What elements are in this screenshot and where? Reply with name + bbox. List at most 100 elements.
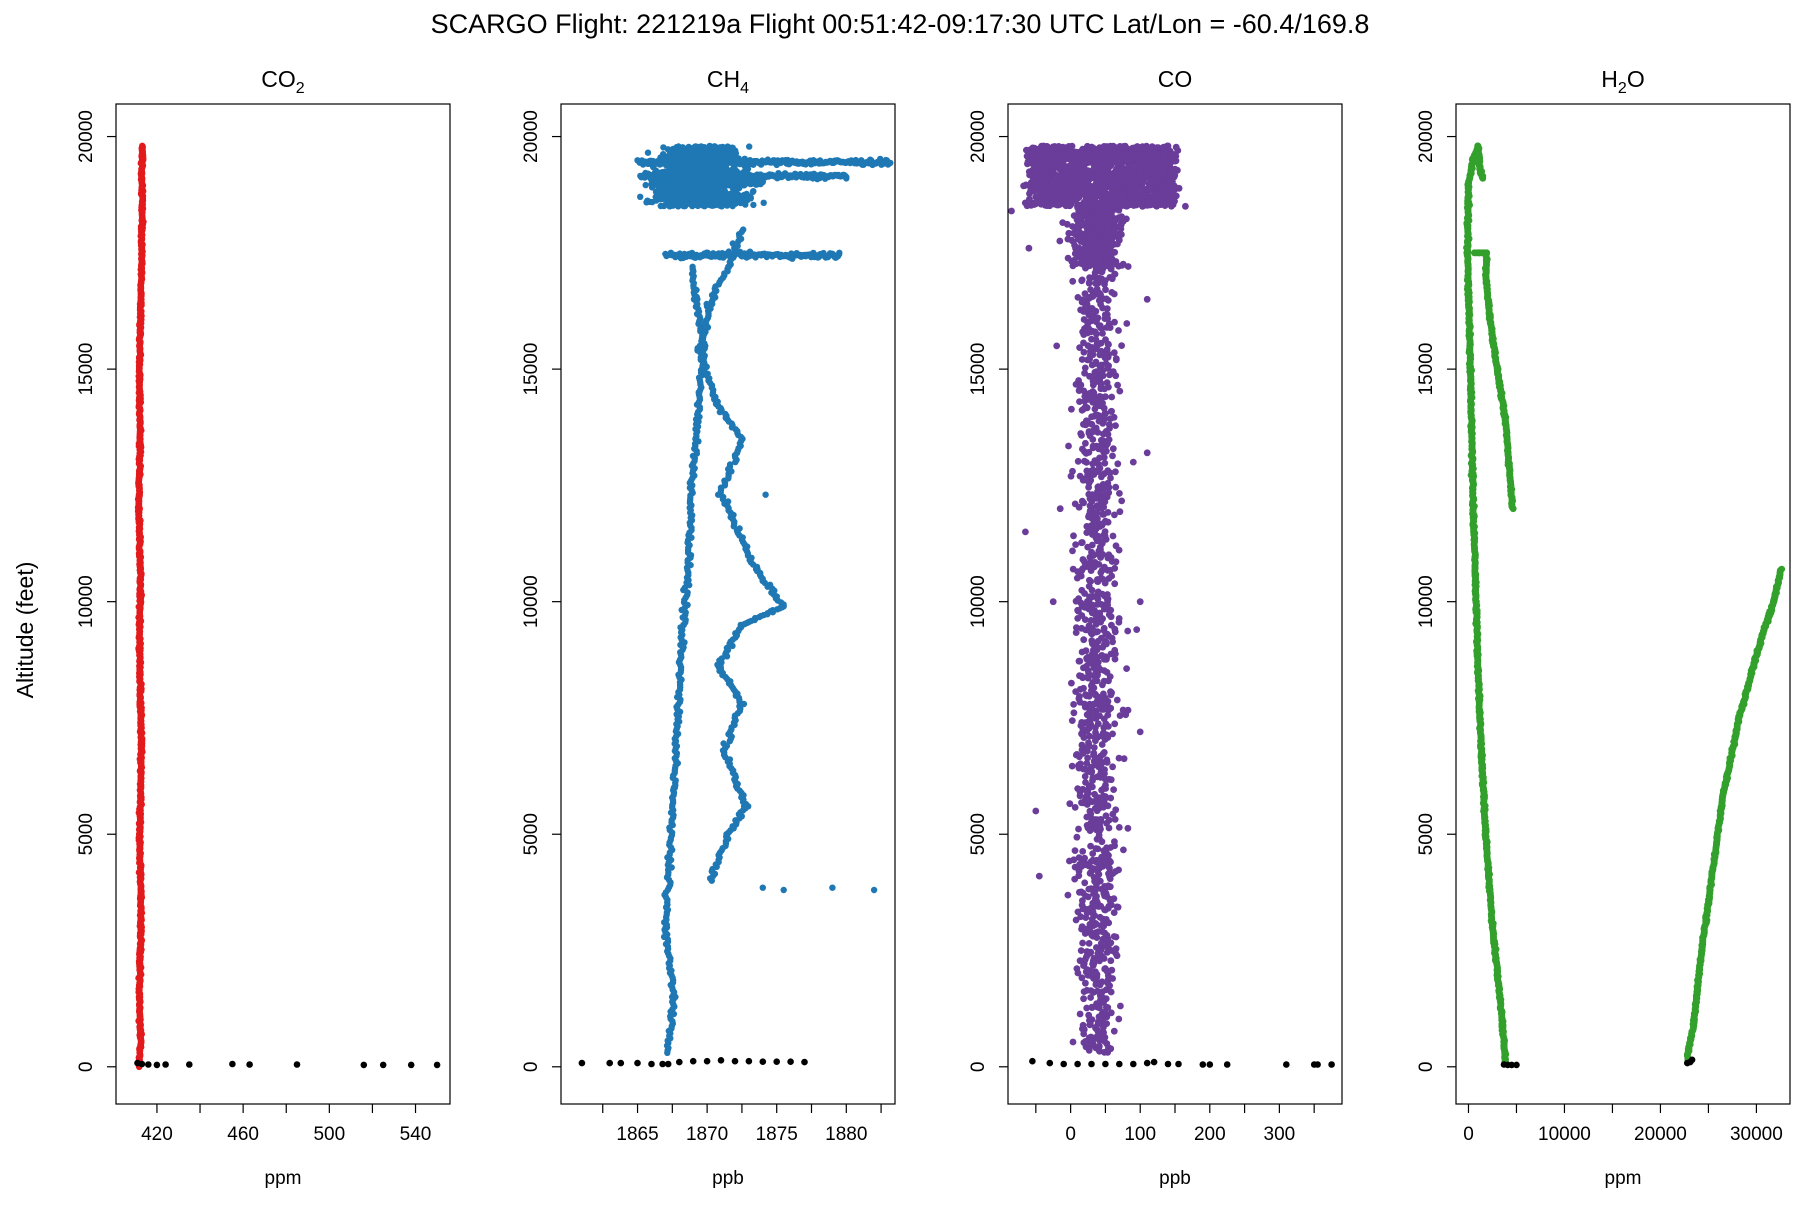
data-point bbox=[1120, 218, 1127, 225]
data-point bbox=[708, 148, 714, 154]
data-point bbox=[1107, 475, 1114, 482]
ground-point bbox=[246, 1061, 253, 1068]
data-point bbox=[1072, 541, 1079, 548]
data-point bbox=[1098, 385, 1105, 392]
data-point bbox=[1075, 826, 1082, 833]
data-point bbox=[1075, 236, 1082, 243]
data-point bbox=[1091, 307, 1098, 314]
data-point bbox=[1106, 817, 1113, 824]
data-point bbox=[1075, 595, 1082, 602]
ground-point bbox=[162, 1061, 169, 1068]
data-point bbox=[1089, 293, 1096, 300]
data-point bbox=[1105, 677, 1112, 684]
data-point bbox=[1082, 773, 1089, 780]
series-points-ch4 bbox=[634, 143, 893, 1056]
data-point bbox=[1080, 331, 1087, 338]
data-point bbox=[1083, 647, 1090, 654]
data-point bbox=[1073, 260, 1080, 267]
data-point bbox=[1112, 271, 1119, 278]
data-point bbox=[1084, 602, 1091, 609]
data-point bbox=[730, 145, 736, 151]
data-point bbox=[1073, 629, 1080, 636]
data-point bbox=[1096, 1043, 1103, 1050]
ground-point bbox=[579, 1060, 586, 1067]
data-point bbox=[1076, 753, 1083, 760]
data-point bbox=[1056, 238, 1063, 245]
data-point bbox=[871, 887, 877, 893]
data-point bbox=[1087, 502, 1094, 509]
data-point bbox=[1086, 527, 1093, 534]
data-point bbox=[1064, 221, 1071, 228]
x-tick-label: 1880 bbox=[825, 1124, 867, 1145]
data-point bbox=[1080, 995, 1087, 1002]
data-point bbox=[1098, 787, 1105, 794]
data-point bbox=[1112, 218, 1119, 225]
data-point bbox=[1106, 825, 1113, 832]
data-point bbox=[1068, 406, 1075, 413]
data-point bbox=[1105, 802, 1112, 809]
data-point bbox=[1065, 255, 1072, 262]
data-point bbox=[1100, 724, 1107, 731]
data-point bbox=[667, 203, 673, 209]
data-point bbox=[1103, 448, 1110, 455]
data-point bbox=[1079, 940, 1086, 947]
data-point bbox=[1109, 260, 1116, 267]
data-point bbox=[1079, 974, 1086, 981]
data-point bbox=[1103, 935, 1110, 942]
data-point bbox=[643, 182, 649, 188]
data-point bbox=[1082, 956, 1089, 963]
data-point bbox=[1115, 327, 1122, 334]
data-point bbox=[1110, 445, 1117, 452]
data-point bbox=[1096, 505, 1103, 512]
data-point bbox=[1104, 379, 1111, 386]
data-point bbox=[1100, 1029, 1107, 1036]
ground-point bbox=[186, 1061, 193, 1068]
data-point bbox=[1086, 940, 1093, 947]
data-point bbox=[1109, 638, 1116, 645]
data-point bbox=[1090, 1040, 1097, 1047]
data-point bbox=[1093, 368, 1100, 375]
data-point bbox=[1112, 422, 1119, 429]
data-point bbox=[1080, 636, 1087, 643]
data-point bbox=[1069, 548, 1076, 555]
data-point bbox=[1107, 957, 1114, 964]
ground-point bbox=[746, 1058, 753, 1065]
data-point bbox=[1107, 567, 1114, 574]
data-point bbox=[1097, 301, 1104, 308]
data-point bbox=[1093, 643, 1100, 650]
ground-point bbox=[773, 1058, 780, 1065]
data-point bbox=[1125, 707, 1132, 714]
x-tick-label: 540 bbox=[400, 1124, 432, 1145]
ground-point bbox=[634, 1060, 641, 1067]
data-point bbox=[1107, 415, 1114, 422]
data-point bbox=[1068, 473, 1075, 480]
y-tick-label: 0 bbox=[521, 1062, 542, 1073]
data-point bbox=[1078, 587, 1085, 594]
data-point bbox=[139, 143, 146, 150]
data-point bbox=[1069, 763, 1076, 770]
data-point bbox=[1082, 691, 1089, 698]
data-point bbox=[1108, 689, 1115, 696]
ground-point bbox=[787, 1058, 794, 1065]
data-point bbox=[1080, 799, 1087, 806]
series-points-co bbox=[1008, 143, 1189, 1056]
data-point bbox=[1093, 402, 1100, 409]
data-point bbox=[1089, 609, 1096, 616]
data-point bbox=[1074, 965, 1081, 972]
y-tick-label: 10000 bbox=[521, 575, 542, 628]
data-point bbox=[1123, 665, 1130, 672]
data-point bbox=[1081, 1039, 1088, 1046]
data-point bbox=[1092, 593, 1099, 600]
data-point bbox=[1105, 365, 1112, 372]
y-tick-label: 5000 bbox=[76, 813, 97, 855]
data-point bbox=[1103, 641, 1110, 648]
data-point bbox=[1076, 695, 1083, 702]
data-point bbox=[1108, 408, 1115, 415]
data-point bbox=[1095, 533, 1102, 540]
data-point bbox=[1082, 290, 1089, 297]
data-point bbox=[1111, 1028, 1118, 1035]
data-point bbox=[1112, 651, 1119, 658]
data-point bbox=[1090, 428, 1097, 435]
